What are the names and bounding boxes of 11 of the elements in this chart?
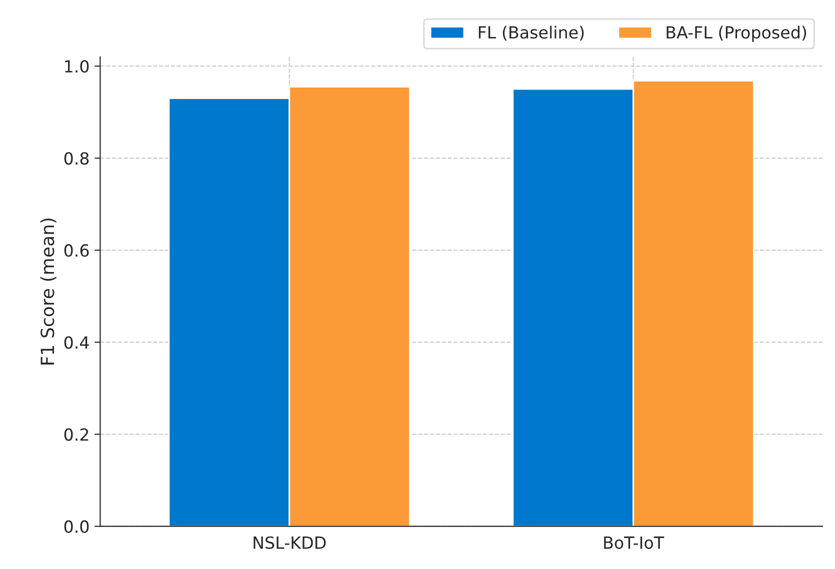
y-tick-label: 0.0 — [64, 520, 89, 533]
x-tick-label: BoT-IoT — [604, 536, 664, 549]
legend-label: FL (Baseline) — [478, 26, 584, 41]
y-tick-label: 0.6 — [64, 244, 89, 257]
y-axis-title: F1 Score (mean) — [40, 218, 56, 364]
y-tick-label: 0.2 — [64, 428, 88, 441]
y-tick-label: 0.4 — [64, 336, 89, 349]
y-tick-label: 1.0 — [65, 60, 89, 73]
y-tick-label: 0.8 — [64, 152, 89, 165]
legend-label: BA-FL (Proposed) — [666, 26, 806, 42]
x-tick-label: NSL-KDD — [254, 536, 326, 549]
